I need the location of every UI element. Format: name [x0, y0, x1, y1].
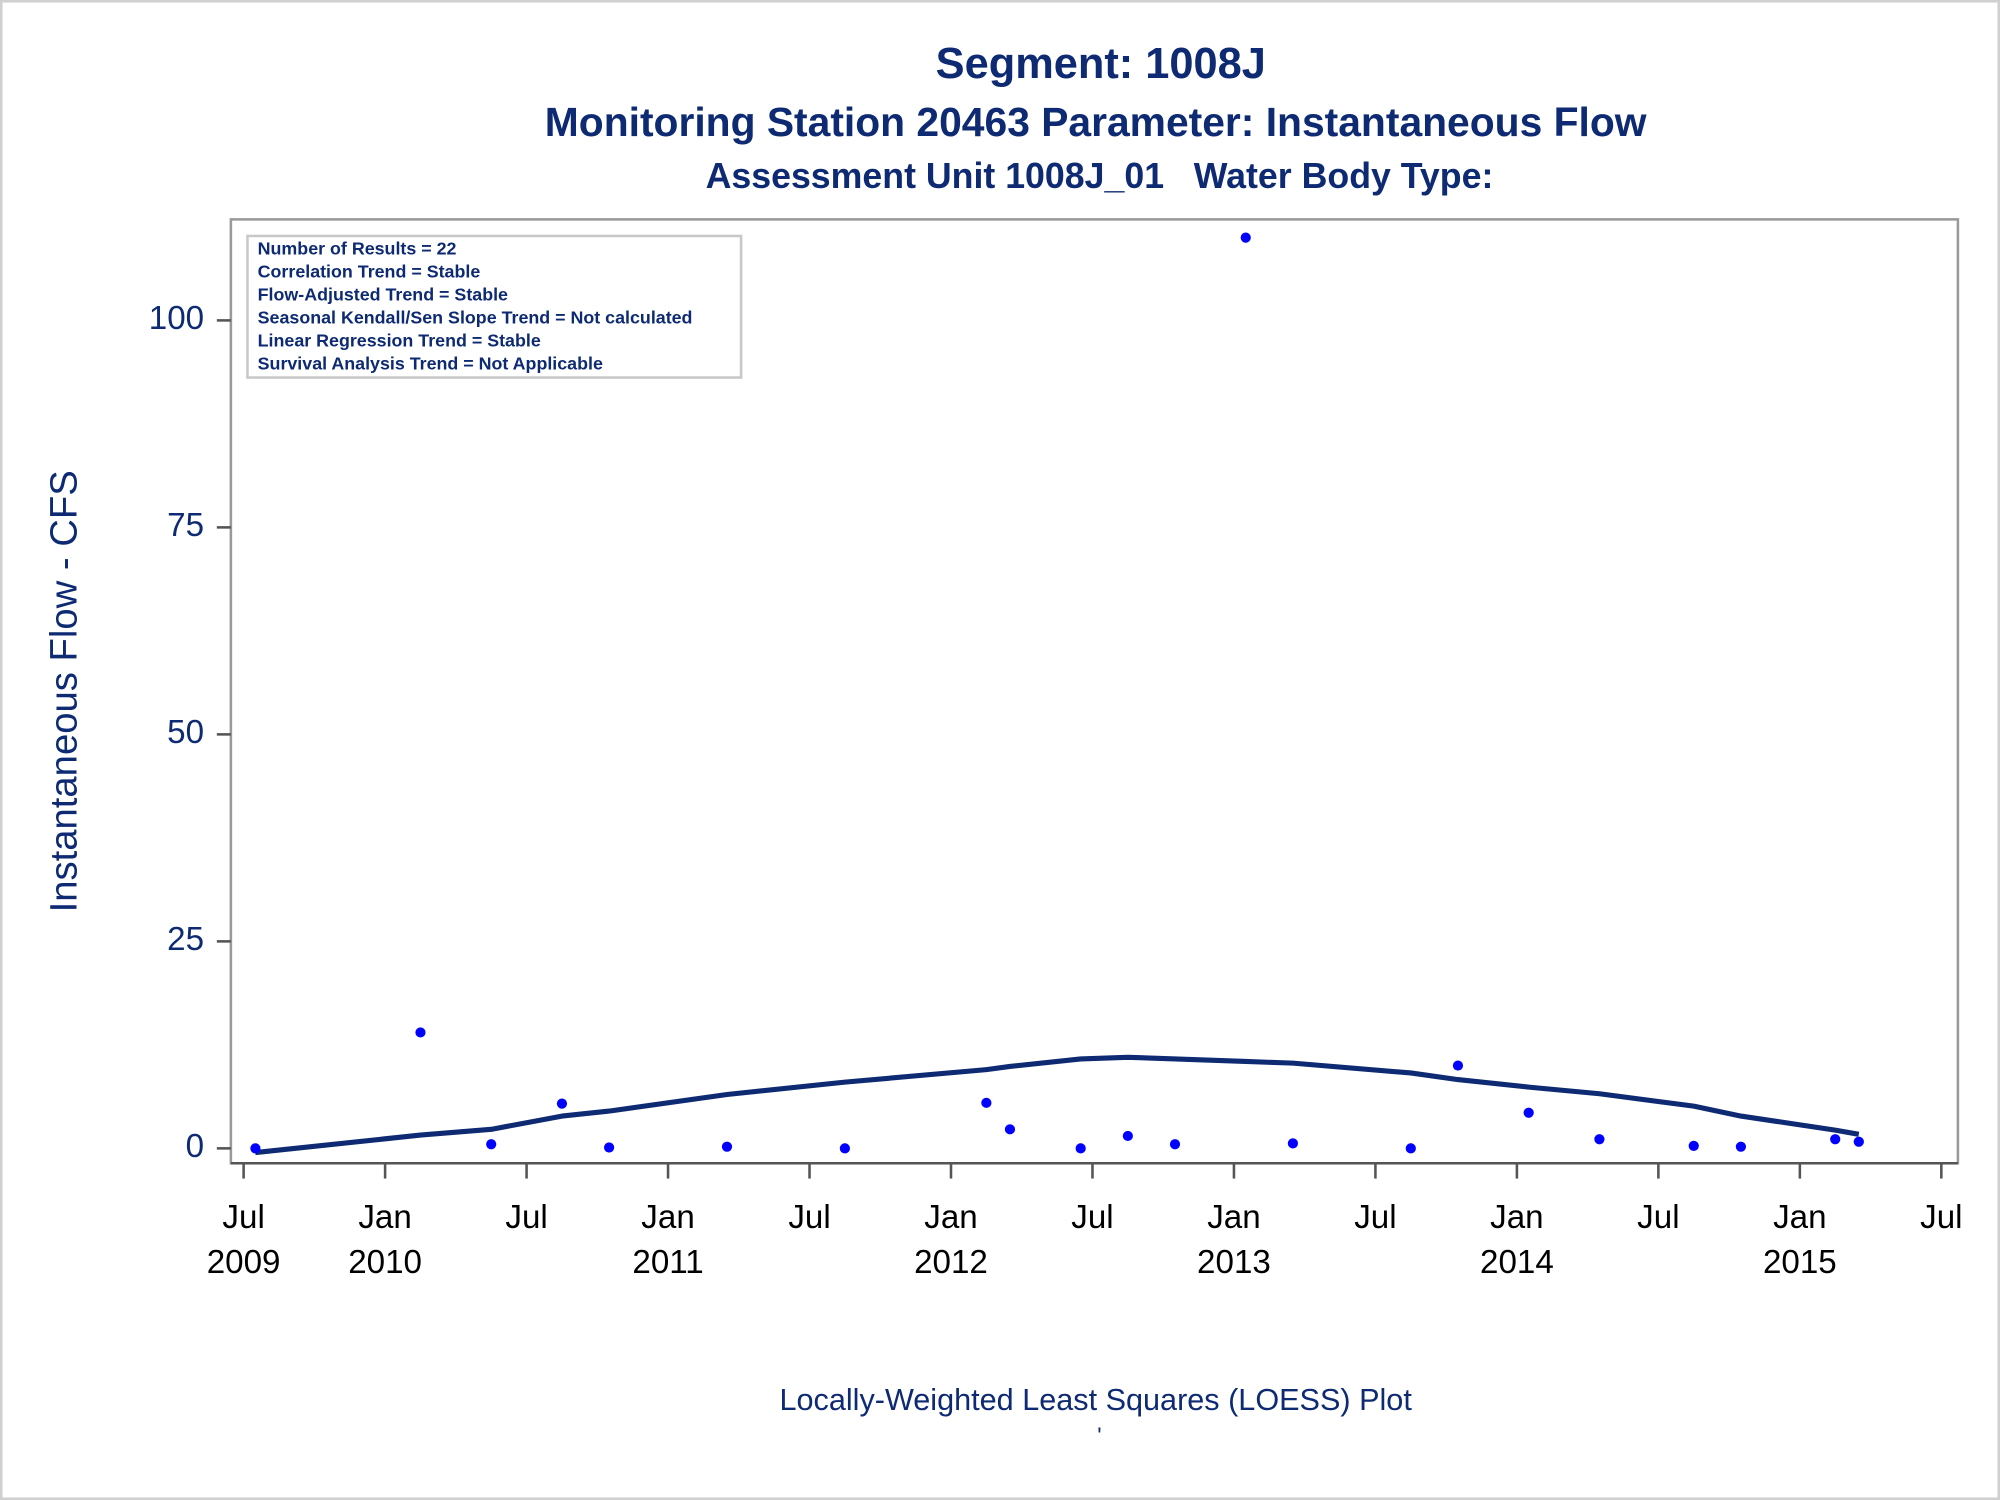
- data-point: [1735, 1141, 1747, 1152]
- x-tick-label: Jan: [1490, 1199, 1543, 1236]
- y-tick-label: 50: [167, 714, 204, 751]
- annotation: Flow-Adjusted Trend = Stable: [258, 285, 508, 305]
- data-point: [1452, 1060, 1464, 1071]
- data-point: [1830, 1134, 1841, 1145]
- chart-subtitle: Monitoring Station 20463 Parameter: Inst…: [545, 99, 1647, 145]
- annotation: Number of Results = 22: [258, 239, 457, 259]
- x-tick-label: 2014: [1480, 1244, 1554, 1281]
- chart-subtitle: Assessment Unit 1008J_01 Water Body Type…: [706, 156, 1494, 196]
- annotation: Survival Analysis Trend = Not Applicable: [258, 354, 603, 374]
- x-tick-label: Jul: [222, 1199, 264, 1236]
- x-tick-label: Jul: [1920, 1199, 1962, 1236]
- y-tick-label: 100: [149, 300, 204, 337]
- data-point: [250, 1143, 261, 1154]
- data-point: [603, 1142, 615, 1153]
- data-point: [721, 1141, 733, 1152]
- data-point: [1122, 1130, 1133, 1142]
- x-tick-label: Jul: [1071, 1199, 1113, 1236]
- x-tick-label: 2013: [1197, 1244, 1271, 1281]
- data-point: [415, 1027, 426, 1038]
- data-point: [1523, 1107, 1534, 1118]
- data-point: [1287, 1138, 1298, 1149]
- x-tick-label: Jan: [358, 1199, 411, 1236]
- x-tick-label: 2009: [207, 1244, 281, 1281]
- annotation: Seasonal Kendall/Sen Slope Trend = Not c…: [258, 308, 693, 328]
- data-point: [1075, 1143, 1086, 1154]
- footnote: ': [1097, 1423, 1101, 1449]
- footnote: Locally-Weighted Least Squares (LOESS) P…: [779, 1383, 1412, 1417]
- x-tick-label: 2010: [348, 1244, 422, 1281]
- data-point: [839, 1143, 850, 1154]
- x-tick-label: Jan: [1773, 1199, 1826, 1236]
- data-point: [1853, 1136, 1864, 1147]
- data-point: [1405, 1143, 1416, 1154]
- x-tick-label: Jul: [1354, 1199, 1396, 1236]
- x-tick-label: Jul: [505, 1199, 547, 1236]
- data-point: [1169, 1139, 1181, 1150]
- data-point: [981, 1097, 992, 1108]
- annotation: Linear Regression Trend = Stable: [258, 331, 541, 351]
- x-tick-label: Jan: [924, 1199, 977, 1236]
- x-tick-label: Jul: [788, 1199, 830, 1236]
- loess-line: [255, 1054, 1860, 1156]
- x-tick-label: 2015: [1763, 1244, 1837, 1281]
- annotation: Correlation Trend = Stable: [258, 262, 481, 282]
- x-tick-label: 2012: [914, 1244, 988, 1281]
- x-tick-label: Jan: [1207, 1199, 1260, 1236]
- y-tick-label: 25: [167, 921, 204, 958]
- data-point: [1240, 232, 1251, 243]
- data-point: [1688, 1140, 1699, 1151]
- x-tick-label: 2011: [632, 1244, 703, 1281]
- data-point: [1004, 1124, 1016, 1135]
- stats-box: [246, 234, 743, 379]
- data-point: [1594, 1134, 1605, 1145]
- y-tick-label: 0: [186, 1128, 204, 1165]
- x-tick-label: Jan: [641, 1199, 694, 1236]
- y-axis-label: Instantaneous Flow - CFS: [42, 470, 85, 912]
- chart-title: Segment: 1008J: [936, 40, 1266, 88]
- y-tick-label: 75: [167, 507, 204, 544]
- x-tick-label: Jul: [1637, 1199, 1679, 1236]
- data-point: [486, 1139, 497, 1150]
- data-point: [556, 1098, 568, 1109]
